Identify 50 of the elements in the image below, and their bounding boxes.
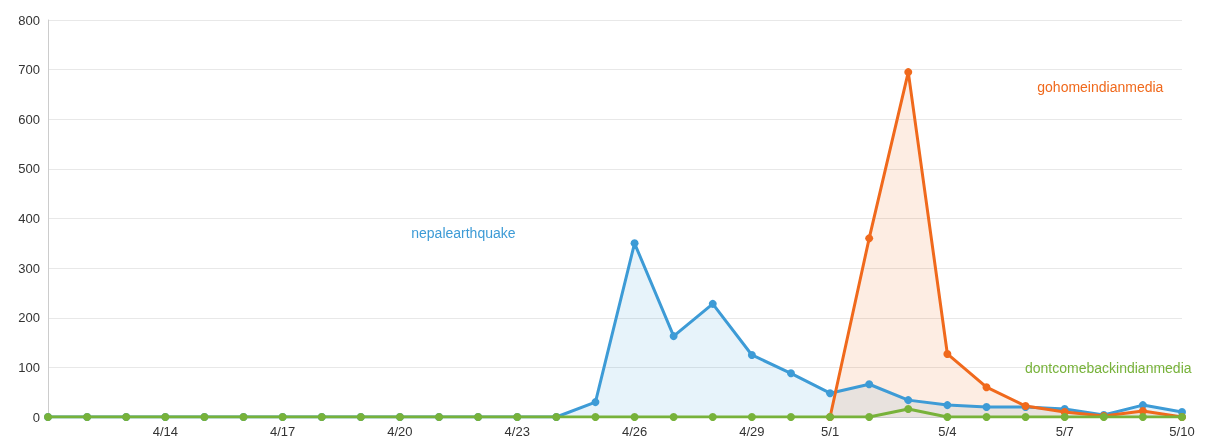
y-tick-label: 600 <box>18 111 40 127</box>
point <box>591 398 600 407</box>
y-tick-label: 300 <box>18 260 40 276</box>
point <box>786 413 795 421</box>
text: gohomeindianmedia <box>1037 79 1164 96</box>
point <box>630 239 639 248</box>
x-tick-label: 4/20 <box>387 424 413 438</box>
point <box>904 396 913 405</box>
point <box>982 403 991 412</box>
x-tick-label: 4/14 <box>152 424 178 438</box>
point <box>904 68 913 77</box>
point <box>865 234 874 243</box>
point <box>669 413 678 421</box>
point <box>669 332 678 341</box>
point <box>865 380 874 389</box>
point <box>982 413 991 421</box>
y-tick-label: 0 <box>32 409 40 425</box>
point <box>1060 413 1069 421</box>
y-tick-label: 400 <box>18 211 40 226</box>
x-tick-label: 5/10 <box>1169 424 1195 438</box>
text: nepalearthquake <box>411 225 516 242</box>
point <box>630 413 639 421</box>
x-tick-label: 5/1 <box>821 424 840 438</box>
y-tick-label: 700 <box>18 62 40 78</box>
x-tick-label: 4/26 <box>621 424 648 438</box>
point <box>747 350 756 359</box>
x-tick-label: 5/4 <box>938 424 957 438</box>
point <box>904 405 913 414</box>
point <box>865 413 874 421</box>
y-tick-label: 200 <box>18 310 40 326</box>
x-tick-label: 4/29 <box>739 424 765 438</box>
point <box>943 349 952 358</box>
x-tick-label: 4/17 <box>269 424 296 438</box>
point <box>982 383 991 392</box>
point <box>708 413 717 421</box>
point <box>1021 413 1030 421</box>
y-tick-label: 500 <box>18 161 40 177</box>
y-tick-label: 800 <box>18 12 40 28</box>
point <box>786 369 795 378</box>
y-tick-label: 100 <box>18 359 40 375</box>
text: dontcomebackindianmedia <box>1024 360 1192 377</box>
point <box>747 413 756 421</box>
point <box>826 389 835 398</box>
point <box>1138 413 1147 421</box>
point <box>943 401 952 410</box>
point <box>943 413 952 421</box>
x-tick-label: 5/7 <box>1055 424 1074 438</box>
point <box>708 299 717 308</box>
point <box>591 413 600 421</box>
x-tick-label: 4/23 <box>504 424 530 438</box>
